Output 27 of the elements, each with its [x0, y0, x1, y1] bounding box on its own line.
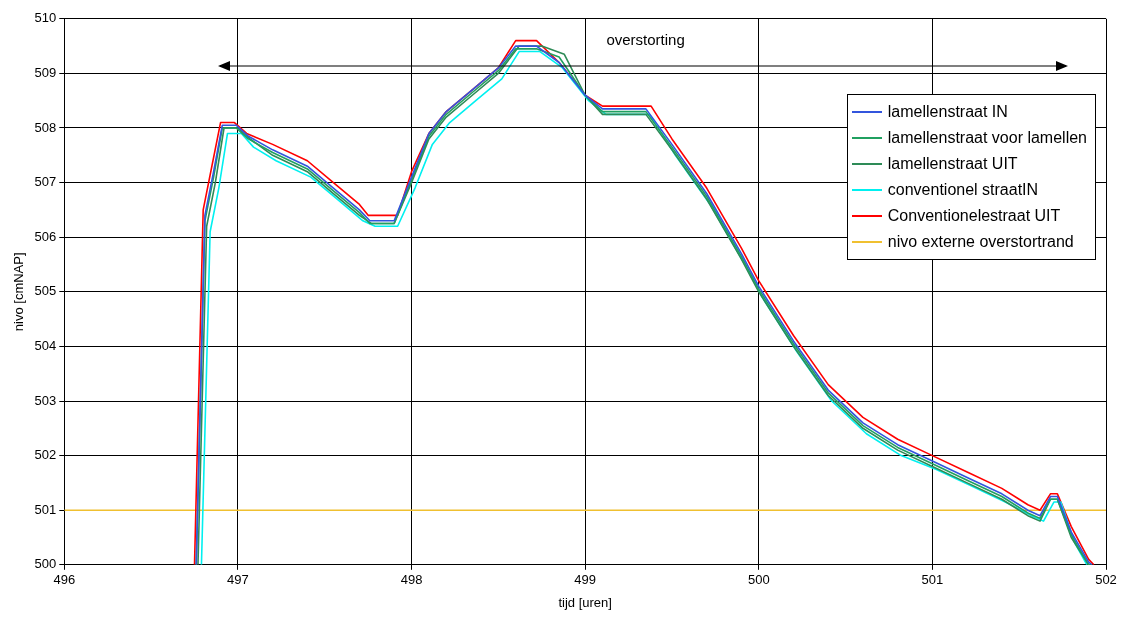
y-tick-label: 510 [34, 10, 57, 26]
y-tick-label: 509 [34, 64, 57, 80]
x-tick-label: 500 [747, 572, 770, 588]
x-tick-label: 498 [400, 572, 423, 588]
y-tick-label: 505 [34, 283, 57, 299]
y-tick-label: 500 [34, 556, 57, 572]
y-tick-label: 501 [34, 501, 57, 517]
legend-label: conventionel straatIN [887, 181, 1039, 199]
legend-label: lamellenstraat voor lamellen [887, 129, 1087, 147]
y-tick-label: 504 [34, 337, 57, 353]
y-tick-label: 506 [34, 228, 57, 244]
y-tick-label: 508 [34, 119, 57, 135]
x-tick-label: 497 [227, 572, 249, 588]
y-tick-label: 502 [34, 447, 57, 463]
x-tick-label: 496 [53, 572, 76, 588]
y-axis-title: nivo [cmNAP] [11, 252, 27, 332]
x-axis-title: tijd [uren] [558, 594, 612, 610]
annotation: overstorting [606, 30, 685, 48]
x-tick-label: 501 [921, 572, 944, 588]
legend-label: lamellenstraat IN [887, 103, 1008, 121]
legend-label: Conventionelestraat UIT [887, 207, 1061, 225]
legend-label: lamellenstraat UIT [887, 155, 1018, 173]
legend-label: nivo externe overstortrand [887, 233, 1074, 251]
y-tick-label: 507 [34, 174, 57, 190]
x-tick-label: 502 [1095, 572, 1117, 588]
y-tick-label: 503 [34, 392, 57, 408]
x-tick-label: 499 [574, 572, 596, 588]
